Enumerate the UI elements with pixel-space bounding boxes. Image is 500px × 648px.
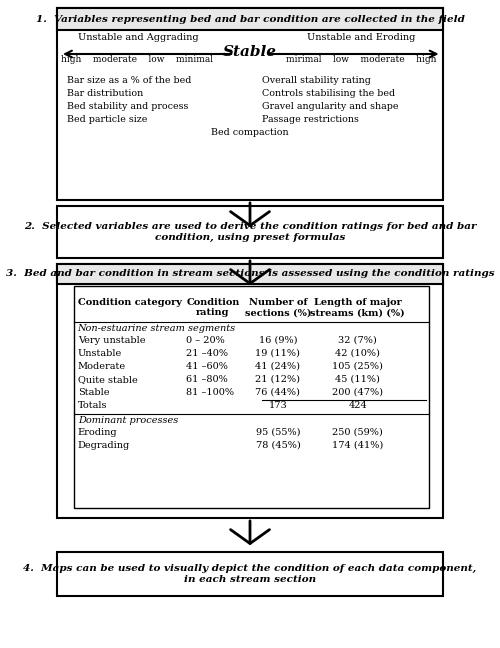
Text: Very unstable: Very unstable (78, 336, 145, 345)
Text: Unstable: Unstable (78, 349, 122, 358)
Text: 61 –80%: 61 –80% (186, 375, 228, 384)
Text: Unstable and Eroding: Unstable and Eroding (308, 33, 416, 42)
Text: 200 (47%): 200 (47%) (332, 388, 383, 397)
Text: 3.  Bed and bar condition in stream sections is assessed using the condition rat: 3. Bed and bar condition in stream secti… (6, 270, 494, 279)
FancyBboxPatch shape (57, 8, 443, 30)
FancyBboxPatch shape (57, 264, 443, 284)
Text: 250 (59%): 250 (59%) (332, 428, 383, 437)
Text: Non-estuarine stream segments: Non-estuarine stream segments (78, 324, 236, 333)
Text: mirimal    low    moderate    high: mirimal low moderate high (286, 55, 437, 64)
Text: Bed stability and process: Bed stability and process (66, 102, 188, 111)
Text: Passage restrictions: Passage restrictions (262, 115, 359, 124)
Text: Degrading: Degrading (78, 441, 130, 450)
FancyBboxPatch shape (74, 286, 430, 508)
Text: 0 – 20%: 0 – 20% (186, 336, 225, 345)
Text: 32 (7%): 32 (7%) (338, 336, 377, 345)
Text: 105 (25%): 105 (25%) (332, 362, 383, 371)
Text: Condition
rating: Condition rating (186, 298, 240, 318)
Text: 42 (10%): 42 (10%) (336, 349, 380, 358)
Text: Totals: Totals (78, 401, 107, 410)
Text: 76 (44%): 76 (44%) (256, 388, 300, 397)
Text: 21 –40%: 21 –40% (186, 349, 228, 358)
Text: 45 (11%): 45 (11%) (336, 375, 380, 384)
Text: 19 (11%): 19 (11%) (256, 349, 300, 358)
Text: 4.  Maps can be used to visually depict the condition of each data component,
in: 4. Maps can be used to visually depict t… (24, 564, 476, 584)
Text: Bar distribution: Bar distribution (66, 89, 143, 98)
FancyBboxPatch shape (57, 8, 443, 200)
Text: 21 (12%): 21 (12%) (256, 375, 300, 384)
FancyBboxPatch shape (57, 264, 443, 518)
Text: Number of
sections (%): Number of sections (%) (244, 298, 311, 318)
Text: Gravel angularity and shape: Gravel angularity and shape (262, 102, 398, 111)
Text: 424: 424 (348, 401, 367, 410)
FancyBboxPatch shape (57, 206, 443, 258)
Text: Controls stabilising the bed: Controls stabilising the bed (262, 89, 395, 98)
Text: Dominant processes: Dominant processes (78, 416, 178, 425)
Text: 78 (45%): 78 (45%) (256, 441, 300, 450)
Text: 1.  Variables representing bed and bar condition are collected in the field: 1. Variables representing bed and bar co… (36, 14, 465, 23)
Text: 173: 173 (268, 401, 287, 410)
Text: Bar size as a % of the bed: Bar size as a % of the bed (66, 76, 191, 85)
Text: Stable: Stable (223, 45, 277, 59)
Text: Stable: Stable (78, 388, 109, 397)
Text: 81 –100%: 81 –100% (186, 388, 234, 397)
Text: Quite stable: Quite stable (78, 375, 138, 384)
Text: Bed compaction: Bed compaction (211, 128, 289, 137)
Text: Eroding: Eroding (78, 428, 118, 437)
FancyBboxPatch shape (57, 552, 443, 596)
Text: Moderate: Moderate (78, 362, 126, 371)
Text: Length of major
streams (km) (%): Length of major streams (km) (%) (310, 298, 405, 318)
Text: 174 (41%): 174 (41%) (332, 441, 384, 450)
Text: Condition category: Condition category (78, 298, 182, 307)
Text: Overall stability rating: Overall stability rating (262, 76, 371, 85)
Text: 16 (9%): 16 (9%) (258, 336, 297, 345)
Text: 95 (55%): 95 (55%) (256, 428, 300, 437)
Text: 2.  Selected variables are used to derive the condition ratings for bed and bar
: 2. Selected variables are used to derive… (24, 222, 476, 242)
Text: 41 –60%: 41 –60% (186, 362, 228, 371)
Text: high    moderate    low    minimal: high moderate low minimal (60, 55, 212, 64)
Text: 41 (24%): 41 (24%) (256, 362, 300, 371)
Text: Bed particle size: Bed particle size (66, 115, 147, 124)
Text: Unstable and Aggrading: Unstable and Aggrading (78, 33, 198, 42)
